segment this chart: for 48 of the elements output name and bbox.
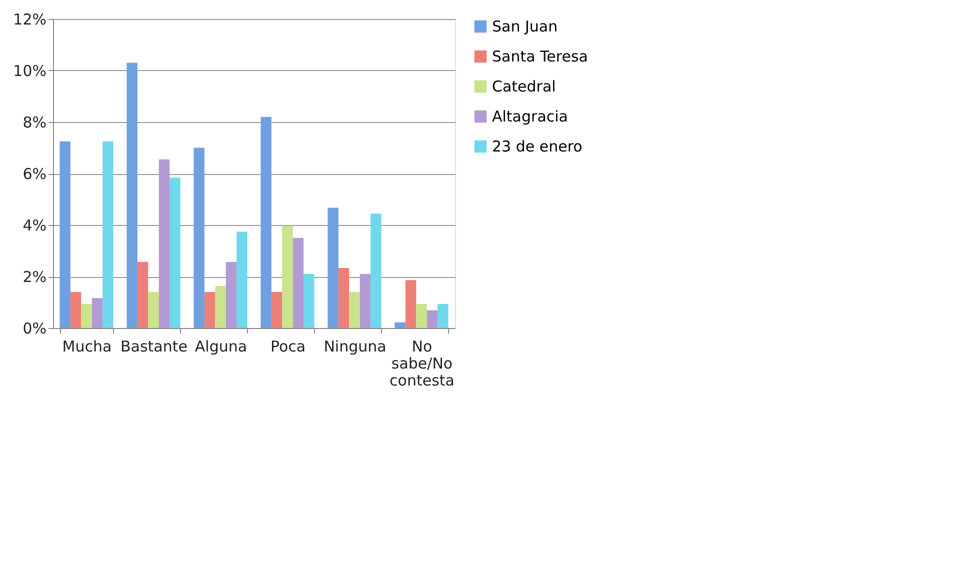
y-tick-label: 0% — [22, 320, 46, 338]
bar — [204, 292, 216, 328]
bar — [304, 274, 314, 328]
y-tick-label: 6% — [22, 165, 46, 183]
bar — [338, 268, 350, 328]
x-tick-label: Bastante — [120, 338, 188, 356]
bar — [260, 116, 272, 328]
bar — [282, 226, 293, 328]
bar — [349, 292, 360, 328]
bar — [102, 141, 114, 328]
bar — [194, 148, 204, 328]
x-tick-label: Alguna — [194, 338, 248, 356]
bar — [215, 286, 226, 328]
bar — [271, 292, 282, 328]
legend-label: Altagracia — [492, 108, 568, 126]
y-tick-label: 8% — [22, 114, 46, 132]
y-tick-label: 12% — [13, 10, 46, 28]
bar — [370, 214, 382, 328]
legend-label: Santa Teresa — [492, 48, 588, 66]
bar — [426, 310, 438, 328]
bar — [81, 304, 92, 328]
bar — [292, 238, 304, 328]
bar — [236, 232, 248, 328]
legend-label: Catedral — [492, 78, 556, 96]
bar — [126, 62, 138, 328]
bar — [416, 304, 427, 328]
x-tick-label: Poca — [270, 338, 306, 356]
bar — [226, 262, 237, 328]
bar — [92, 298, 103, 328]
bar — [70, 292, 82, 328]
bar — [60, 141, 70, 328]
legend-label: 23 de enero — [492, 138, 582, 156]
y-tick-label: 10% — [13, 62, 46, 80]
bar — [328, 208, 338, 328]
bar — [148, 292, 159, 328]
y-tick-label: 4% — [22, 216, 46, 234]
bar — [405, 280, 416, 328]
x-tick-label: Mucha — [62, 338, 112, 356]
bar — [438, 304, 448, 328]
bar — [137, 262, 148, 328]
y-tick-label: 2% — [22, 268, 46, 286]
bar — [170, 178, 180, 328]
bar — [158, 159, 170, 328]
x-tick-label: Ninguna — [324, 338, 386, 356]
legend-label: San Juan — [492, 18, 558, 36]
bar — [394, 322, 406, 328]
x-tick-label: No sabe/No contesta — [390, 338, 454, 390]
bar — [360, 274, 371, 328]
